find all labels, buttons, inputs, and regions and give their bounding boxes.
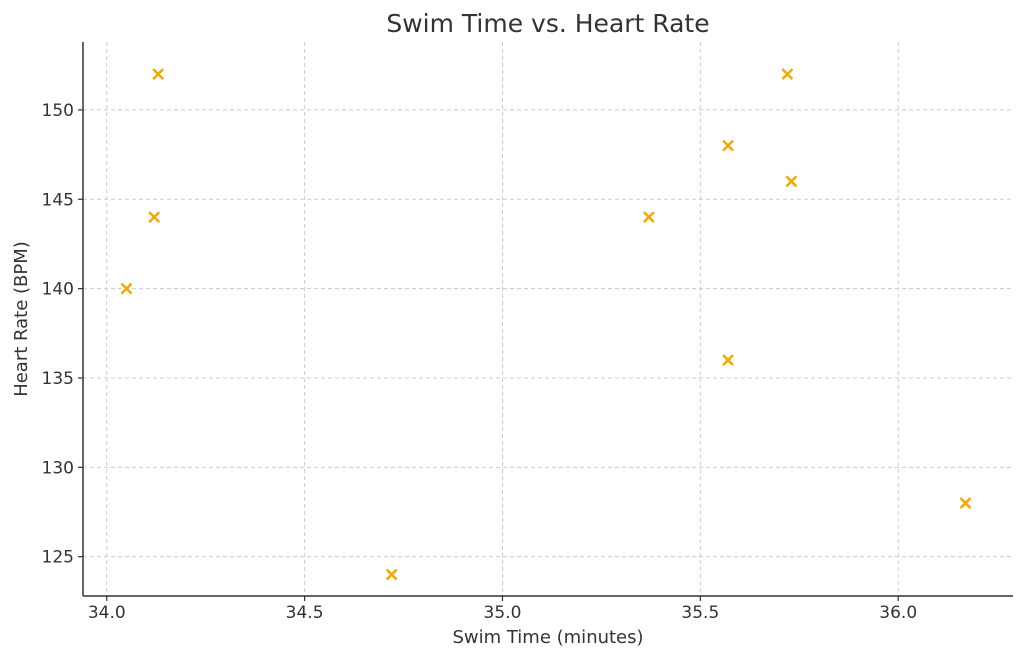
data-point: [781, 68, 794, 81]
axes: [82, 42, 1013, 597]
data-point-x-mark: [722, 354, 734, 366]
data-point: [722, 354, 734, 366]
y-tick-label: 135: [42, 369, 74, 389]
data-point: [148, 211, 161, 224]
data-point: [643, 211, 655, 224]
grid: [83, 42, 1013, 596]
x-ticks: 34.0 34.5 35.0 35.5 36.0: [88, 596, 917, 623]
chart-title: Swim Time vs. Heart Rate: [386, 9, 709, 38]
data-point-x-mark: [722, 139, 734, 152]
data-points: [120, 68, 972, 581]
data-point: [385, 568, 398, 581]
data-point: [959, 497, 972, 509]
x-tick-label: 34.0: [88, 603, 126, 623]
y-axis-label: Heart Rate (BPM): [11, 241, 32, 397]
data-point: [120, 282, 133, 295]
data-point-x-mark: [643, 211, 655, 224]
data-point-x-mark: [959, 497, 972, 509]
data-point-x-mark: [120, 282, 133, 295]
x-tick-label: 36.0: [879, 603, 917, 623]
data-point-x-mark: [781, 68, 794, 81]
x-tick-label: 35.0: [484, 603, 522, 623]
y-tick-label: 125: [42, 548, 74, 568]
y-tick-label: 150: [42, 101, 74, 121]
x-tick-label: 35.5: [681, 603, 719, 623]
data-point-x-mark: [785, 175, 798, 188]
data-point: [152, 68, 165, 81]
y-tick-label: 140: [42, 280, 74, 300]
data-point: [785, 175, 798, 188]
x-tick-label: 34.5: [286, 603, 324, 623]
data-point-x-mark: [148, 211, 161, 224]
data-point-x-mark: [152, 68, 165, 81]
data-point-x-mark: [385, 568, 398, 581]
x-axis-label: Swim Time (minutes): [452, 627, 643, 648]
y-tick-label: 145: [42, 190, 74, 210]
y-ticks: 125 130 135 140 145 150: [42, 101, 83, 568]
data-point: [722, 139, 734, 152]
y-tick-label: 130: [42, 458, 74, 478]
